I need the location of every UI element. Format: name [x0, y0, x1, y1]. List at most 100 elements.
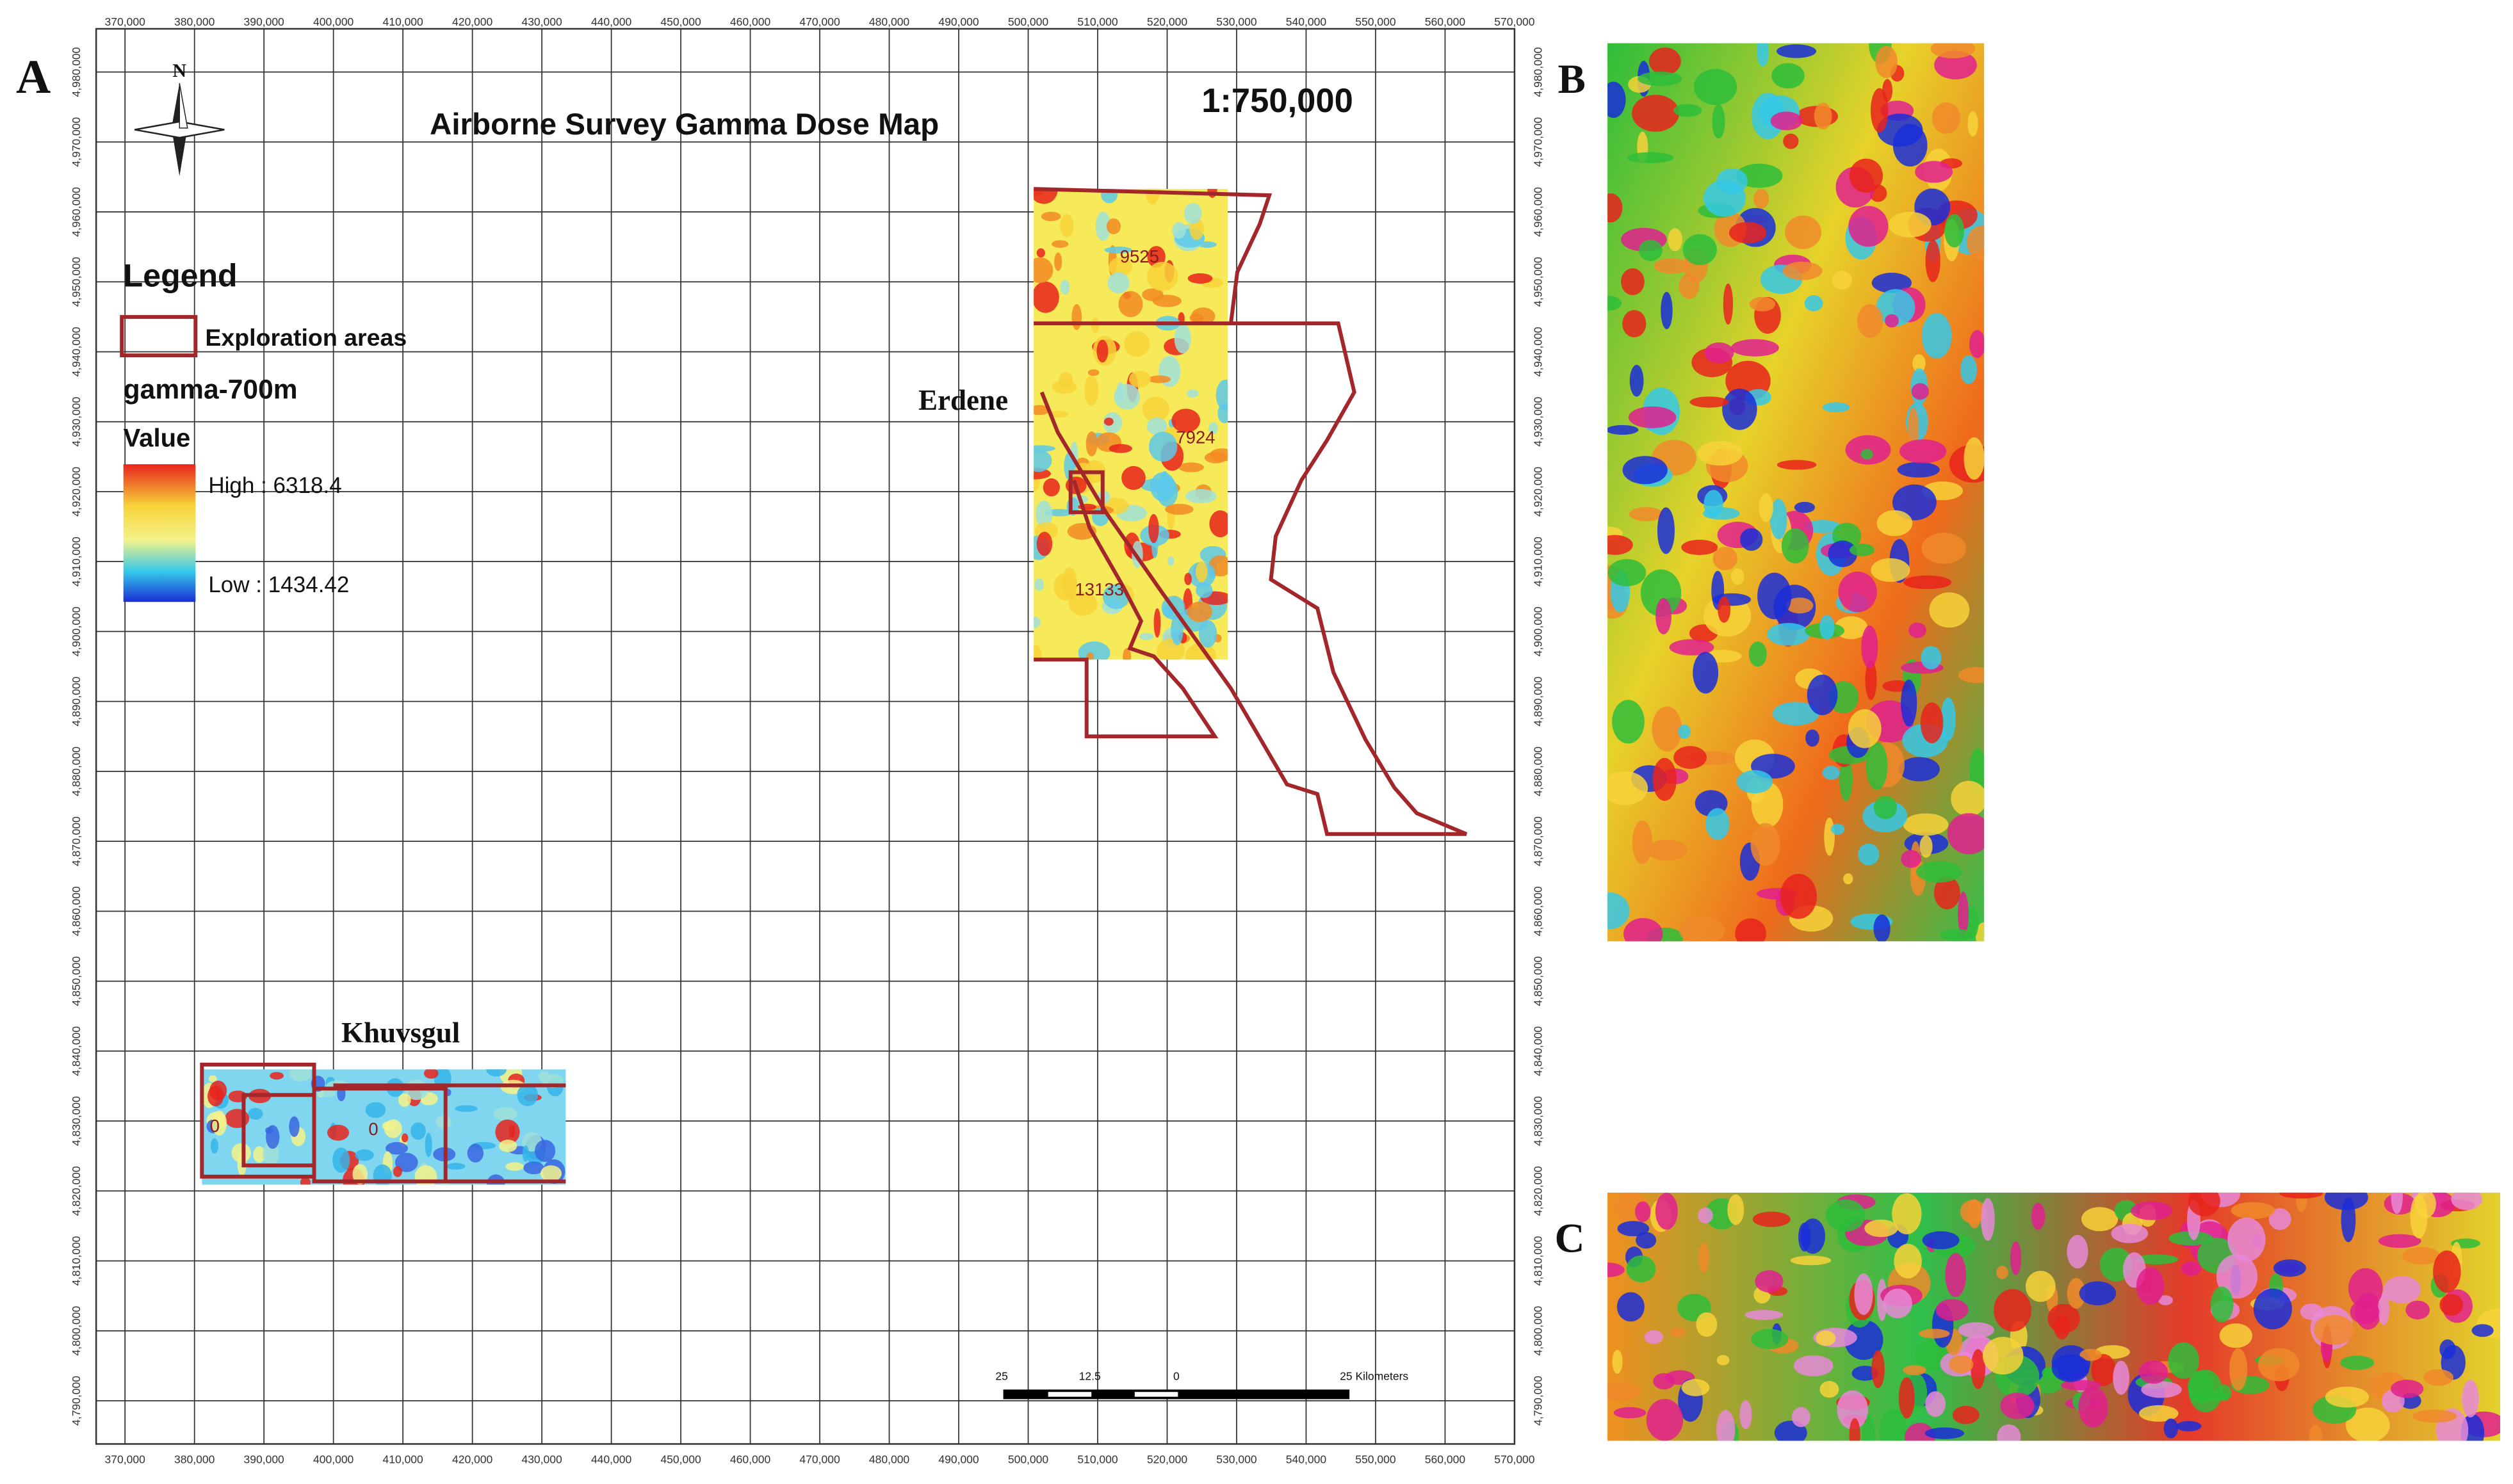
panel-label: A: [16, 51, 51, 104]
y-tick-label: 4,810,000: [1531, 1236, 1544, 1286]
texture-blob: [455, 1105, 478, 1112]
texture-blob: [1104, 246, 1132, 254]
y-tick-label: 4,940,000: [70, 327, 83, 376]
texture-blob: [1034, 257, 1053, 284]
texture-blob: [1793, 1355, 1834, 1376]
y-tick-label: 4,920,000: [1531, 467, 1544, 517]
texture-blob: [373, 1164, 392, 1185]
x-tick-label: 530,000: [1216, 15, 1257, 28]
texture-blob: [327, 1124, 350, 1141]
texture-blob: [1174, 323, 1191, 354]
texture-blob: [2025, 1270, 2056, 1302]
y-tick-label: 4,930,000: [70, 397, 83, 447]
y-tick-label: 4,980,000: [70, 47, 83, 97]
texture-blob: [1722, 388, 1757, 430]
texture-blob: [2279, 1192, 2323, 1199]
texture-blob: [1873, 914, 1891, 942]
x-tick-label: 560,000: [1425, 15, 1466, 28]
x-tick-label: 490,000: [938, 1453, 979, 1465]
texture-blob: [1153, 608, 1161, 638]
texture-blob: [2325, 1386, 2370, 1408]
y-tick-label: 4,820,000: [1531, 1166, 1544, 1216]
y-tick-label: 4,880,000: [1531, 746, 1544, 796]
texture-blob: [2079, 1281, 2117, 1305]
texture-blob: [1118, 291, 1143, 318]
texture-blob: [1777, 460, 1817, 470]
x-tick-label: 460,000: [730, 15, 771, 28]
y-tick-label: 4,950,000: [70, 257, 83, 307]
texture-blob: [1607, 892, 1630, 930]
map-grid: [96, 29, 1515, 1444]
texture-blob: [493, 1107, 517, 1121]
texture-blob: [2405, 1300, 2430, 1319]
texture-blob: [1087, 369, 1100, 376]
texture-blob: [1871, 558, 1910, 582]
scale-label: 25 Kilometers: [1340, 1369, 1408, 1382]
texture-blob: [1785, 215, 1821, 249]
texture-blob: [1679, 273, 1700, 300]
texture-blob: [2378, 1234, 2421, 1248]
texture-blob: [1673, 104, 1702, 117]
texture-blob: [1696, 1312, 1718, 1337]
texture-blob: [253, 1146, 266, 1163]
texture-blob: [1146, 417, 1167, 435]
texture-blob: [1142, 396, 1169, 422]
texture-blob: [1770, 111, 1803, 131]
texture-blob: [1854, 1273, 1873, 1315]
texture-blob: [1933, 876, 1960, 910]
panel-b-texture: [1607, 43, 1985, 942]
texture-blob: [1697, 440, 1743, 466]
texture-blob: [1897, 462, 1940, 478]
area-name: Khuvsgul: [341, 1017, 460, 1049]
texture-blob: [1828, 540, 1857, 567]
scale-label: 25: [995, 1369, 1007, 1382]
texture-blob: [1607, 296, 1622, 311]
texture-blob: [1657, 507, 1675, 554]
x-tick-label: 440,000: [591, 15, 632, 28]
texture-blob: [1849, 1417, 1860, 1441]
area-label: 7924: [1176, 428, 1215, 448]
texture-blob: [1781, 528, 1809, 563]
texture-blob: [1922, 1231, 1960, 1250]
texture-blob: [1798, 1222, 1811, 1252]
texture-blob: [1634, 1201, 1651, 1222]
texture-blob: [1678, 724, 1691, 739]
texture-blob: [1655, 598, 1672, 634]
texture-blob: [2313, 1315, 2355, 1345]
texture-blob: [1632, 95, 1679, 132]
texture-blob: [1780, 873, 1817, 919]
texture-blob: [211, 1110, 227, 1136]
texture-blob: [1901, 679, 1917, 727]
texture-blob: [1871, 1350, 1885, 1389]
x-tick-label: 490,000: [938, 15, 979, 28]
texture-blob: [1882, 79, 1893, 102]
y-tick-label: 4,940,000: [1531, 327, 1544, 376]
texture-blob: [1848, 709, 1882, 748]
texture-blob: [1920, 702, 1944, 743]
texture-blob: [1824, 817, 1835, 856]
x-tick-label: 390,000: [244, 15, 285, 28]
texture-blob: [1905, 1423, 1935, 1441]
y-tick-label: 4,910,000: [1531, 536, 1544, 586]
texture-blob: [1716, 1355, 1730, 1366]
y-tick-label: 4,930,000: [1531, 397, 1544, 447]
texture-blob: [1101, 189, 1118, 204]
texture-blob: [1816, 1330, 1836, 1346]
texture-blob: [1607, 424, 1639, 435]
texture-blob: [1958, 666, 1985, 683]
texture-blob: [1062, 567, 1077, 599]
texture-blob: [411, 1122, 427, 1140]
texture-blob: [1616, 1292, 1645, 1322]
y-tick-label: 4,890,000: [1531, 676, 1544, 726]
texture-blob: [1903, 575, 1952, 590]
texture-blob: [1109, 257, 1132, 277]
texture-blob: [1653, 1373, 1675, 1390]
panel-c-texture: [1607, 1192, 2500, 1441]
texture-blob: [2340, 1355, 2375, 1370]
texture-blob: [1964, 437, 1985, 480]
x-tick-label: 460,000: [730, 1453, 771, 1465]
y-tick-label: 4,850,000: [70, 956, 83, 1006]
north-arrow: N: [134, 60, 225, 177]
texture-blob: [2138, 1360, 2168, 1384]
area-label: 0: [210, 1116, 220, 1136]
